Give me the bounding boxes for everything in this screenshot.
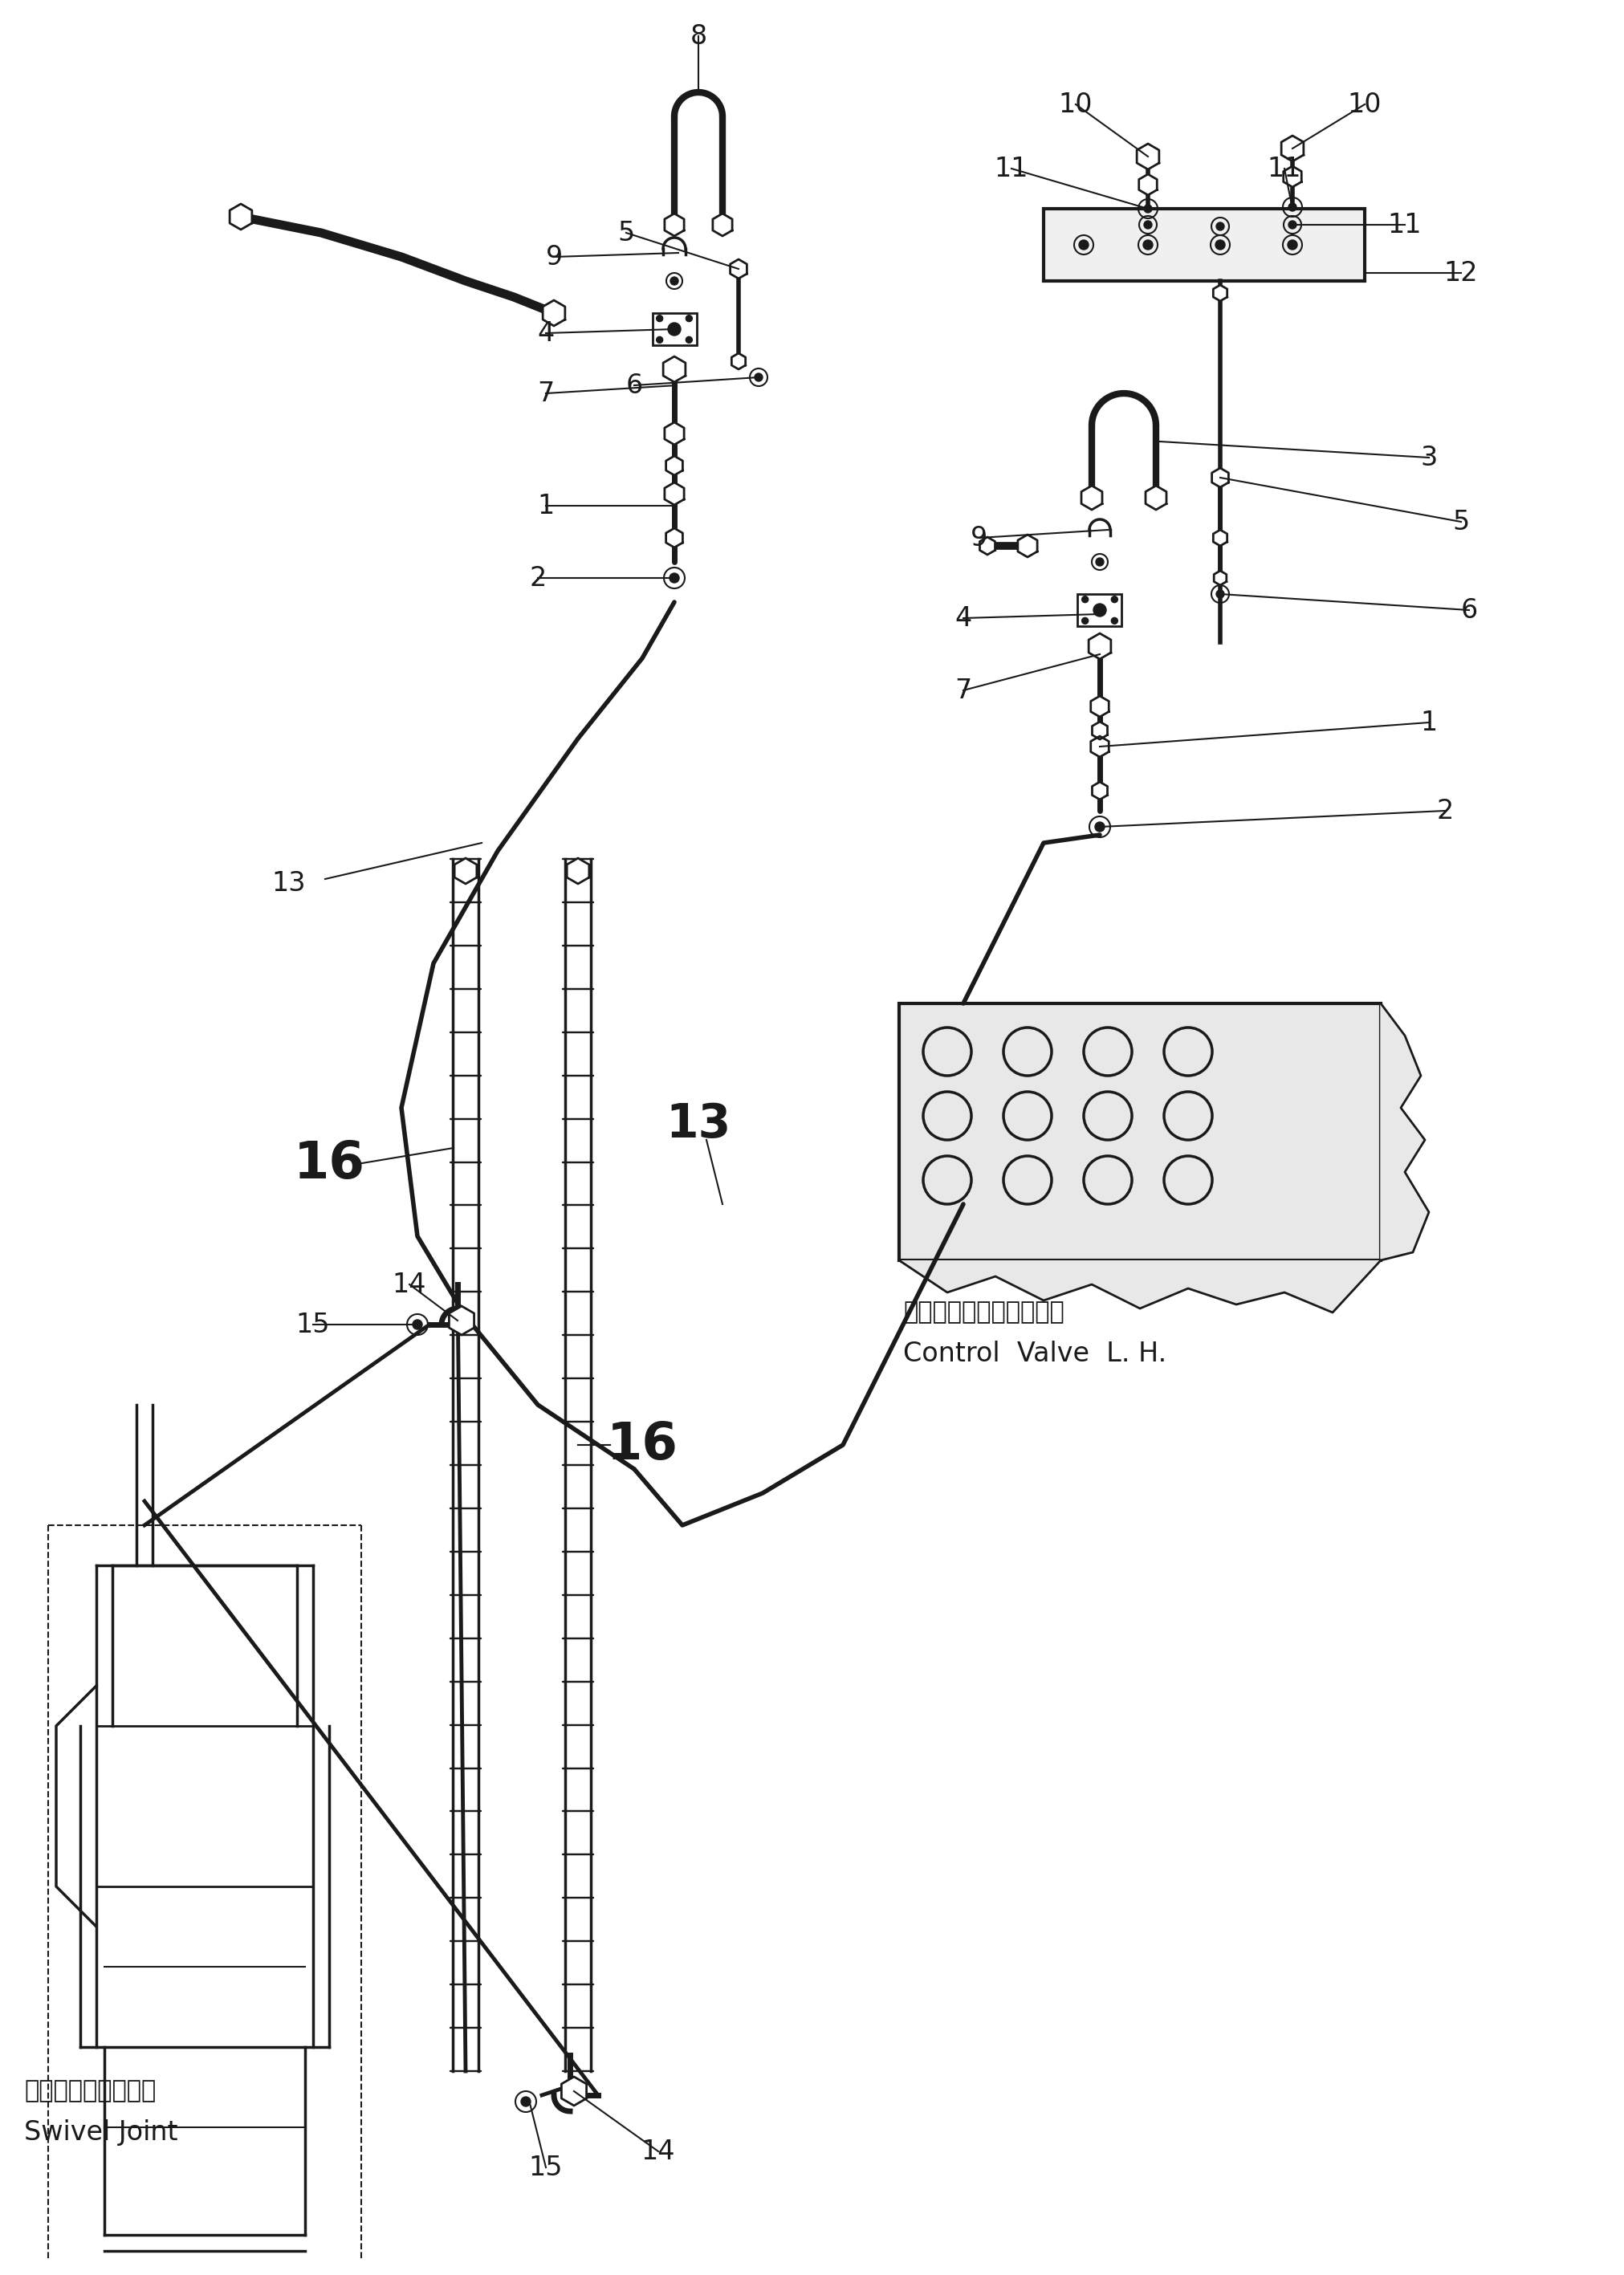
Polygon shape xyxy=(1145,485,1166,510)
Polygon shape xyxy=(1380,1003,1429,1260)
Text: 2: 2 xyxy=(529,564,546,592)
Circle shape xyxy=(1216,589,1224,598)
Polygon shape xyxy=(229,205,252,230)
Polygon shape xyxy=(1018,535,1038,557)
Text: Control  Valve  L. H.: Control Valve L. H. xyxy=(903,1340,1166,1367)
Polygon shape xyxy=(1091,696,1109,717)
Text: 9: 9 xyxy=(546,243,562,271)
Text: 11: 11 xyxy=(1389,212,1423,239)
Polygon shape xyxy=(1212,469,1228,487)
Polygon shape xyxy=(1138,175,1156,196)
Bar xyxy=(1078,594,1122,626)
Polygon shape xyxy=(979,537,996,555)
Circle shape xyxy=(755,373,763,382)
Polygon shape xyxy=(542,300,565,325)
Text: 13: 13 xyxy=(271,869,305,896)
Text: コントロールバルブ左側: コントロールバルブ左側 xyxy=(903,1301,1064,1324)
Polygon shape xyxy=(664,214,684,237)
Text: 6: 6 xyxy=(625,373,643,398)
Text: 6: 6 xyxy=(1460,596,1478,623)
Circle shape xyxy=(671,278,679,284)
Polygon shape xyxy=(1093,783,1108,799)
Text: 1: 1 xyxy=(538,491,554,519)
Text: 3: 3 xyxy=(1421,444,1437,471)
Circle shape xyxy=(1288,221,1296,230)
Circle shape xyxy=(1093,603,1106,617)
Polygon shape xyxy=(567,858,590,883)
Text: 7: 7 xyxy=(538,380,554,407)
Bar xyxy=(900,1003,1380,1260)
Circle shape xyxy=(1143,221,1151,230)
Polygon shape xyxy=(666,455,682,475)
Text: 15: 15 xyxy=(296,1310,330,1338)
Circle shape xyxy=(656,316,663,321)
Text: 5: 5 xyxy=(1452,510,1470,535)
Text: 9: 9 xyxy=(971,526,987,551)
Polygon shape xyxy=(1281,136,1304,162)
Text: 5: 5 xyxy=(617,221,635,246)
Polygon shape xyxy=(663,357,685,382)
Polygon shape xyxy=(1213,284,1228,300)
Polygon shape xyxy=(1137,143,1160,168)
Text: Swivel Joint: Swivel Joint xyxy=(24,2120,177,2145)
Polygon shape xyxy=(666,528,682,548)
Text: 11: 11 xyxy=(1267,155,1301,182)
Polygon shape xyxy=(731,259,747,278)
Polygon shape xyxy=(664,482,684,505)
Circle shape xyxy=(521,2098,531,2107)
Text: 16: 16 xyxy=(606,1420,677,1470)
Circle shape xyxy=(1288,241,1298,250)
Polygon shape xyxy=(1283,166,1301,187)
Text: 4: 4 xyxy=(538,321,554,346)
Polygon shape xyxy=(1091,737,1109,758)
Circle shape xyxy=(685,316,692,321)
Circle shape xyxy=(1111,617,1117,623)
Circle shape xyxy=(1082,617,1088,623)
Text: 10: 10 xyxy=(1059,91,1093,118)
Polygon shape xyxy=(450,1306,474,1335)
Text: 7: 7 xyxy=(955,678,971,703)
Polygon shape xyxy=(1082,485,1103,510)
Text: スイベルジョイント: スイベルジョイント xyxy=(24,2079,156,2102)
Text: 15: 15 xyxy=(529,2154,564,2182)
Polygon shape xyxy=(562,2077,586,2107)
Circle shape xyxy=(1215,241,1224,250)
Circle shape xyxy=(412,1319,422,1329)
Circle shape xyxy=(1288,202,1296,212)
Polygon shape xyxy=(664,423,684,444)
Circle shape xyxy=(1111,596,1117,603)
Bar xyxy=(1044,209,1364,282)
Text: 14: 14 xyxy=(641,2138,676,2164)
Polygon shape xyxy=(1213,530,1228,546)
Circle shape xyxy=(1096,557,1104,566)
Polygon shape xyxy=(455,858,477,883)
Text: 4: 4 xyxy=(955,605,971,632)
Text: 1: 1 xyxy=(1421,710,1437,735)
Polygon shape xyxy=(1215,571,1226,585)
Bar xyxy=(653,314,697,346)
Text: 12: 12 xyxy=(1444,259,1478,287)
Text: 11: 11 xyxy=(994,155,1028,182)
Polygon shape xyxy=(1093,721,1108,739)
Circle shape xyxy=(1078,241,1088,250)
Text: 2: 2 xyxy=(1436,799,1453,824)
Circle shape xyxy=(656,337,663,344)
Circle shape xyxy=(669,573,679,582)
Circle shape xyxy=(667,323,680,334)
Circle shape xyxy=(1216,223,1224,230)
Polygon shape xyxy=(1088,632,1111,660)
Polygon shape xyxy=(713,214,732,237)
Text: 13: 13 xyxy=(666,1101,731,1147)
Text: 10: 10 xyxy=(1348,91,1382,118)
Circle shape xyxy=(1095,821,1104,833)
Text: 8: 8 xyxy=(690,23,706,50)
Circle shape xyxy=(1082,596,1088,603)
Polygon shape xyxy=(731,353,745,369)
Circle shape xyxy=(1143,205,1151,214)
Circle shape xyxy=(1143,241,1153,250)
Text: 14: 14 xyxy=(393,1272,427,1297)
Circle shape xyxy=(685,337,692,344)
Text: 16: 16 xyxy=(294,1140,365,1190)
